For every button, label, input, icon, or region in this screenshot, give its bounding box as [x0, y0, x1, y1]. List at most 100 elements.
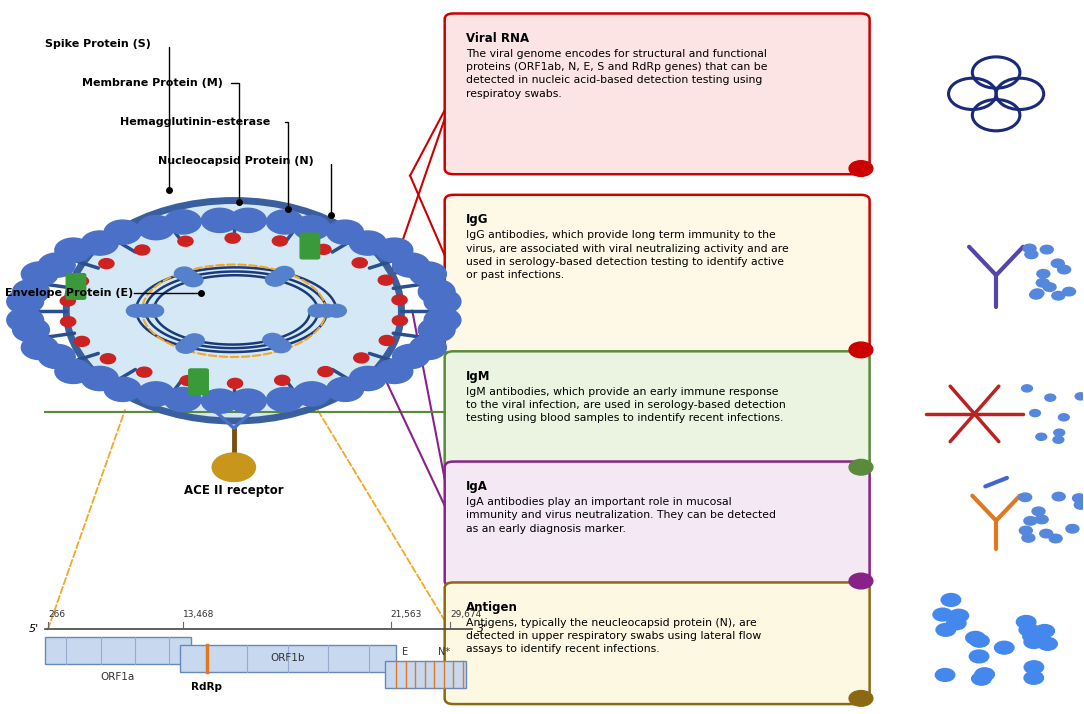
- Circle shape: [81, 366, 118, 391]
- Text: 3': 3': [477, 625, 487, 635]
- Circle shape: [969, 650, 989, 663]
- Circle shape: [1053, 493, 1066, 501]
- Circle shape: [38, 344, 75, 368]
- Circle shape: [13, 280, 50, 303]
- Circle shape: [392, 253, 429, 277]
- FancyBboxPatch shape: [66, 273, 86, 299]
- FancyBboxPatch shape: [444, 351, 869, 473]
- Circle shape: [1022, 533, 1035, 542]
- Circle shape: [379, 336, 395, 346]
- Circle shape: [315, 244, 331, 254]
- Circle shape: [1072, 494, 1084, 503]
- Circle shape: [176, 341, 195, 353]
- Circle shape: [326, 377, 363, 401]
- FancyBboxPatch shape: [189, 369, 208, 395]
- Circle shape: [225, 233, 241, 243]
- Circle shape: [138, 382, 175, 406]
- Circle shape: [55, 359, 92, 383]
- FancyBboxPatch shape: [300, 233, 320, 259]
- Circle shape: [410, 336, 447, 360]
- Circle shape: [1023, 630, 1043, 643]
- Circle shape: [1051, 291, 1064, 300]
- Circle shape: [353, 353, 369, 363]
- Circle shape: [1017, 615, 1036, 628]
- Circle shape: [1036, 433, 1047, 441]
- Circle shape: [202, 208, 238, 233]
- Circle shape: [392, 295, 408, 305]
- Circle shape: [13, 318, 50, 342]
- Text: IgG: IgG: [466, 213, 489, 226]
- Circle shape: [38, 253, 75, 277]
- Circle shape: [262, 333, 282, 346]
- Circle shape: [175, 267, 194, 280]
- Text: N*: N*: [438, 648, 450, 658]
- Circle shape: [272, 236, 287, 246]
- Text: Hemagglutinin-esterase: Hemagglutinin-esterase: [120, 117, 271, 127]
- Circle shape: [392, 344, 429, 368]
- Text: The viral genome encodes for structural and functional
proteins (ORF1ab, N, E, S: The viral genome encodes for structural …: [466, 49, 767, 99]
- Circle shape: [849, 690, 873, 706]
- Text: IgA: IgA: [466, 480, 488, 493]
- Circle shape: [1024, 671, 1044, 684]
- Circle shape: [950, 609, 968, 622]
- Circle shape: [66, 201, 401, 421]
- Text: E: E: [402, 648, 409, 658]
- Circle shape: [230, 389, 267, 413]
- Circle shape: [1074, 501, 1084, 509]
- Text: IgG antibodies, which provide long term immunity to the
virus, are associated wi: IgG antibodies, which provide long term …: [466, 231, 789, 280]
- Circle shape: [1045, 394, 1056, 401]
- Circle shape: [1058, 413, 1069, 421]
- Circle shape: [61, 316, 76, 326]
- Circle shape: [418, 280, 455, 303]
- Text: RdRp: RdRp: [191, 683, 222, 693]
- Circle shape: [144, 304, 164, 317]
- Text: Viral RNA: Viral RNA: [466, 32, 529, 45]
- Text: 29,674: 29,674: [450, 610, 481, 619]
- Circle shape: [376, 238, 413, 262]
- FancyBboxPatch shape: [444, 583, 869, 704]
- Text: Membrane Protein (M): Membrane Protein (M): [82, 78, 223, 89]
- Text: 5': 5': [29, 625, 39, 635]
- Text: IgM: IgM: [466, 370, 491, 383]
- Circle shape: [1019, 493, 1032, 501]
- Circle shape: [378, 275, 393, 285]
- Circle shape: [75, 336, 90, 346]
- Circle shape: [352, 258, 367, 268]
- Circle shape: [1041, 246, 1054, 254]
- Circle shape: [270, 270, 289, 283]
- Circle shape: [228, 378, 243, 388]
- Circle shape: [22, 262, 59, 286]
- Circle shape: [101, 353, 116, 363]
- Circle shape: [7, 308, 43, 332]
- Circle shape: [1043, 283, 1056, 291]
- Circle shape: [1053, 436, 1063, 443]
- Circle shape: [230, 208, 267, 233]
- Circle shape: [975, 668, 994, 680]
- Text: 21,563: 21,563: [390, 610, 422, 619]
- Circle shape: [1037, 638, 1057, 650]
- FancyBboxPatch shape: [444, 461, 869, 587]
- Text: ORF1b: ORF1b: [271, 653, 306, 663]
- Circle shape: [165, 388, 202, 412]
- Circle shape: [179, 271, 198, 283]
- Circle shape: [22, 336, 59, 360]
- Circle shape: [1040, 529, 1053, 538]
- Circle shape: [294, 382, 331, 406]
- FancyBboxPatch shape: [444, 195, 869, 356]
- Circle shape: [1030, 291, 1043, 299]
- Circle shape: [317, 304, 336, 317]
- Text: Spike Protein (S): Spike Protein (S): [44, 39, 151, 49]
- Circle shape: [104, 220, 141, 244]
- Circle shape: [202, 389, 238, 413]
- Circle shape: [1051, 259, 1064, 268]
- Circle shape: [1035, 625, 1055, 638]
- Circle shape: [994, 641, 1014, 654]
- Circle shape: [74, 276, 89, 286]
- Text: ORF1a: ORF1a: [101, 672, 134, 682]
- Circle shape: [127, 304, 146, 317]
- Circle shape: [1030, 410, 1041, 417]
- Circle shape: [418, 318, 455, 342]
- Circle shape: [1024, 635, 1044, 648]
- Circle shape: [1036, 278, 1049, 287]
- Circle shape: [134, 245, 150, 255]
